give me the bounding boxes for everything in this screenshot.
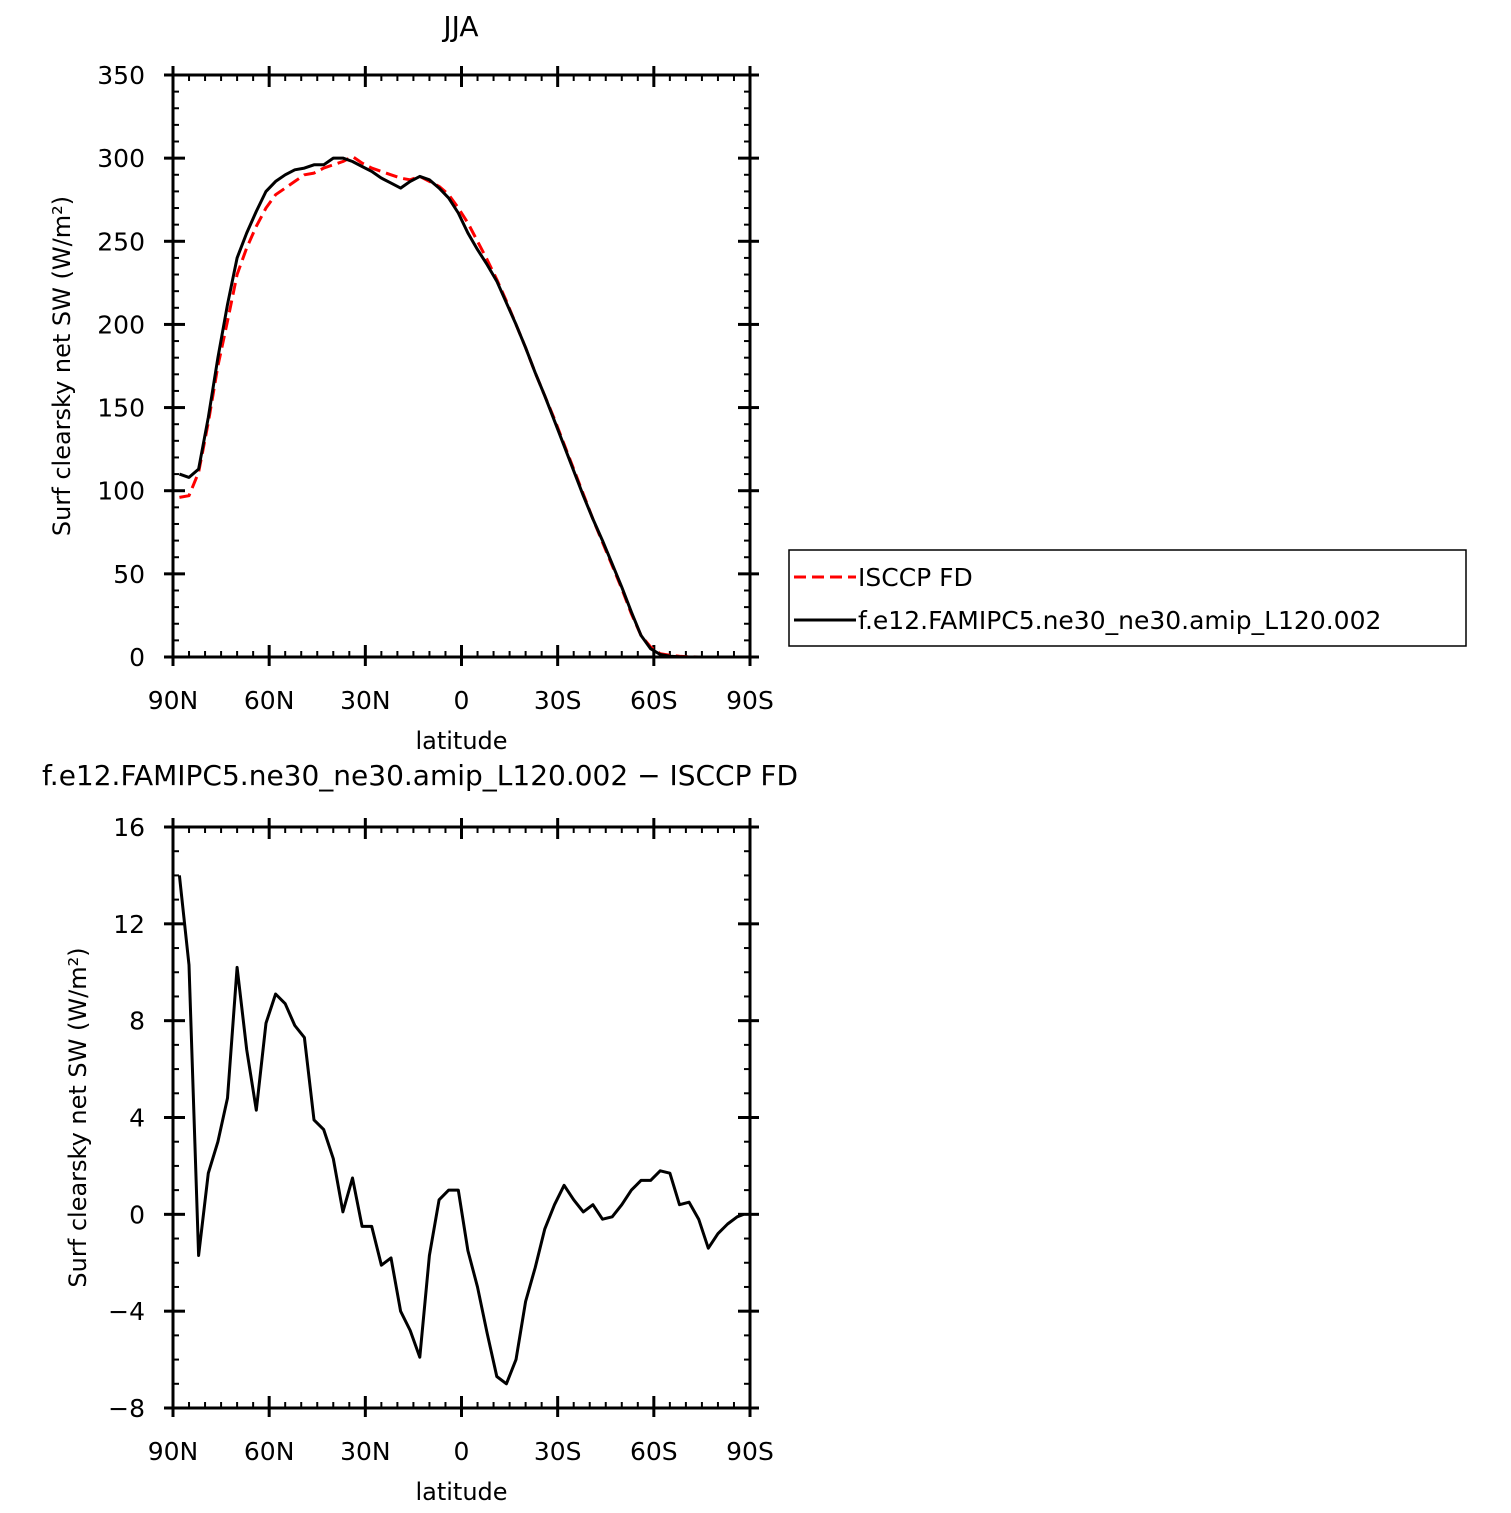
axis-ticks: 90N 60N 30N 0 30S 60S 90S −8 −4 0 4 8 12 16 [108,813,774,1466]
legend-label-isccp: ISCCP FD [858,563,973,592]
x-tick-label: 60S [630,1437,678,1466]
y-tick-label: 350 [97,61,145,90]
x-axis-title: latitude [415,727,507,755]
y-tick-label: 300 [97,144,145,173]
chart-title: f.e12.FAMIPC5.ne30_ne30.amip_L120.002 − … [42,759,798,792]
y-tick-label: −4 [108,1297,145,1326]
legend-label-model: f.e12.FAMIPC5.ne30_ne30.amip_L120.002 [858,606,1381,635]
x-tick-label: 90S [726,1437,774,1466]
top-panel-jja: JJA latitude Surf clearsky net SW (W/m²)… [48,10,774,755]
y-tick-label: 100 [97,477,145,506]
x-tick-label: 0 [454,1437,470,1466]
x-tick-label: 30S [534,686,582,715]
y-tick-label: 50 [113,560,145,589]
series-line-0 [179,155,744,659]
legend-box [788,549,1467,647]
x-tick-label: 30S [534,1437,582,1466]
y-tick-label: 4 [129,1104,145,1133]
y-tick-label: 0 [129,643,145,672]
axis-ticks: 90N 60N 30N 0 30S 60S 90S 0 50 100 150 200 250 300 350 [97,61,774,715]
x-tick-label: 30N [340,686,391,715]
bottom-panel-difference: f.e12.FAMIPC5.ne30_ne30.amip_L120.002 − … [42,759,798,1506]
series-lines [177,875,745,1386]
y-axis-title: Surf clearsky net SW (W/m²) [64,947,92,1287]
y-tick-label: 0 [129,1200,145,1229]
plot-frame [171,73,752,659]
series-lines [178,155,744,659]
chart-title: JJA [441,10,478,43]
legend: ISCCP FD f.e12.FAMIPC5.ne30_ne30.amip_L1… [788,549,1467,647]
x-axis-title: latitude [415,1478,507,1506]
x-tick-label: 90S [726,686,774,715]
y-tick-label: 16 [113,813,145,842]
x-tick-label: 60N [244,1437,295,1466]
series-line-0 [177,875,745,1386]
x-tick-label: 60S [630,686,678,715]
y-tick-label: 250 [97,227,145,256]
y-tick-label: 12 [113,910,145,939]
y-tick-label: 150 [97,394,145,423]
x-tick-label: 0 [454,686,470,715]
x-tick-label: 30N [340,1437,391,1466]
y-tick-label: 8 [129,1007,145,1036]
x-tick-label: 90N [148,686,199,715]
y-axis-title: Surf clearsky net SW (W/m²) [48,196,76,536]
x-tick-label: 90N [148,1437,199,1466]
x-tick-label: 60N [244,686,295,715]
series-line-1 [178,156,744,659]
plot-frame [171,825,752,1410]
y-tick-label: 200 [97,310,145,339]
y-tick-label: −8 [108,1394,145,1423]
